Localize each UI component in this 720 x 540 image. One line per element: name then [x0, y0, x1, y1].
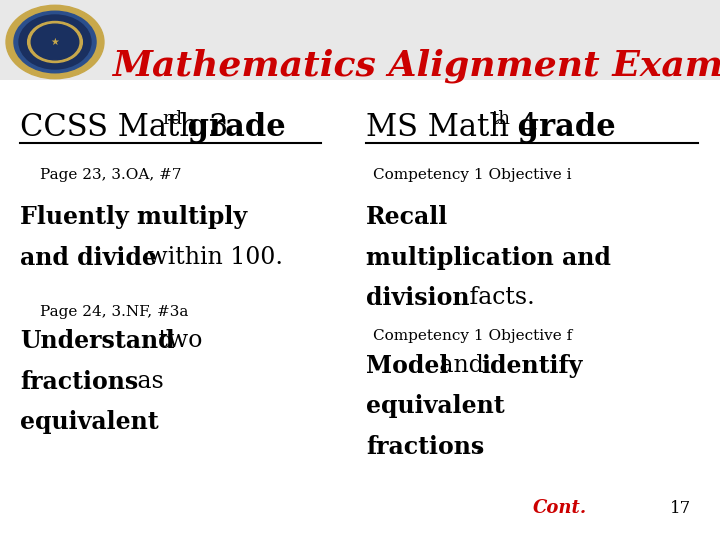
- Circle shape: [19, 15, 91, 69]
- Circle shape: [6, 5, 104, 79]
- Text: Competency 1 Objective i: Competency 1 Objective i: [373, 168, 572, 183]
- Text: Page 24, 3.NF, #3a: Page 24, 3.NF, #3a: [40, 305, 188, 319]
- Text: fractions: fractions: [366, 435, 484, 458]
- Text: equivalent: equivalent: [366, 394, 505, 418]
- Circle shape: [27, 22, 82, 63]
- Text: and divide: and divide: [20, 246, 157, 269]
- Text: Page 23, 3.OA, #7: Page 23, 3.OA, #7: [40, 168, 181, 183]
- Circle shape: [31, 24, 78, 60]
- Text: Model: Model: [366, 354, 448, 377]
- Text: Cont.: Cont.: [533, 500, 587, 517]
- Text: division: division: [366, 286, 469, 310]
- Bar: [0, 0, 720, 80]
- Text: Mathematics Alignment Examples: Mathematics Alignment Examples: [112, 49, 720, 83]
- Text: within 100.: within 100.: [140, 246, 284, 269]
- Text: .: .: [475, 435, 483, 458]
- Circle shape: [14, 11, 96, 73]
- Text: MS Math 4: MS Math 4: [366, 112, 538, 143]
- Text: Competency 1 Objective f: Competency 1 Objective f: [373, 329, 572, 343]
- Text: facts.: facts.: [462, 286, 535, 309]
- Text: equivalent: equivalent: [20, 410, 159, 434]
- Text: and: and: [432, 354, 491, 377]
- Text: identify: identify: [481, 354, 582, 377]
- Text: multiplication and: multiplication and: [366, 246, 611, 269]
- Text: Understand: Understand: [20, 329, 175, 353]
- Text: two: two: [151, 329, 202, 353]
- Text: fractions: fractions: [20, 370, 138, 394]
- Text: Recall: Recall: [366, 205, 448, 229]
- Text: as: as: [130, 370, 163, 393]
- Text: th: th: [491, 110, 510, 128]
- Text: grade: grade: [177, 112, 286, 143]
- Text: Fluently multiply: Fluently multiply: [20, 205, 247, 229]
- Text: ★: ★: [50, 37, 59, 47]
- Text: rd: rd: [163, 110, 183, 128]
- Text: CCSS Math 3: CCSS Math 3: [20, 112, 228, 143]
- Text: 17: 17: [670, 501, 691, 517]
- Text: grade: grade: [507, 112, 616, 143]
- Text: .: .: [148, 410, 156, 434]
